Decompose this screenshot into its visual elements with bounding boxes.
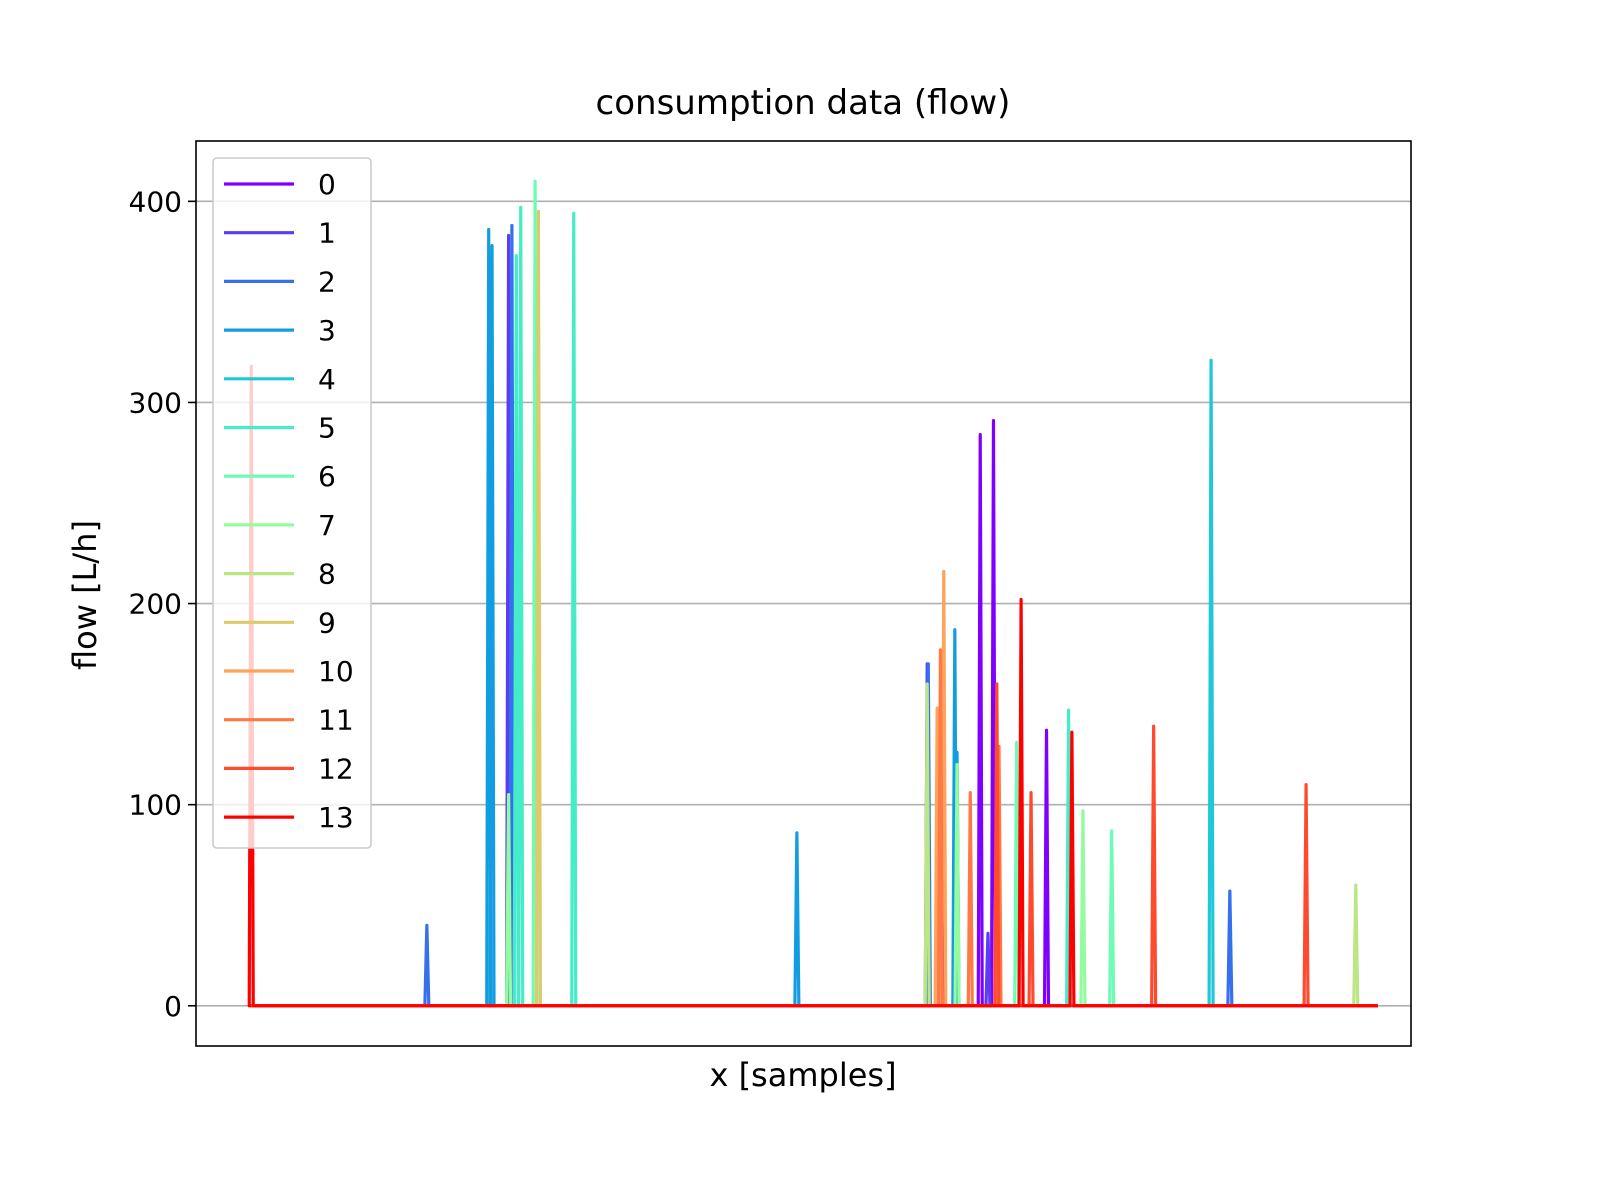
legend-label-9: 9 (318, 606, 336, 639)
legend-label-10: 10 (318, 655, 354, 688)
legend-label-1: 1 (318, 217, 336, 250)
y-tick-label-400: 400 (129, 185, 182, 218)
y-tick-label-300: 300 (129, 386, 182, 419)
y-tick-label-200: 200 (129, 588, 182, 621)
legend-frame (212, 157, 372, 849)
legend-label-3: 3 (318, 314, 336, 347)
y-axis-label: flow [L/h] (66, 520, 104, 670)
legend-label-5: 5 (318, 412, 336, 445)
legend-label-11: 11 (318, 704, 354, 737)
legend-label-2: 2 (318, 265, 336, 298)
y-tick-label-0: 0 (164, 990, 182, 1023)
legend-label-4: 4 (318, 363, 336, 396)
y-tick-label-100: 100 (129, 789, 182, 822)
chart-title: consumption data (flow) (596, 83, 1011, 123)
legend-label-12: 12 (318, 752, 354, 785)
legend-label-7: 7 (318, 509, 336, 542)
x-axis-label: x [samples] (709, 1056, 896, 1094)
series-line-7 (251, 762, 1378, 1008)
legend-label-8: 8 (318, 558, 336, 591)
y-axis-ticks: 0 100 200 300 400 (129, 185, 196, 1023)
legend-label-13: 13 (318, 801, 354, 834)
legend-label-6: 6 (318, 460, 336, 493)
series-line-11 (251, 648, 1378, 1008)
plot-area-frame (195, 140, 1412, 1047)
series-line-6 (251, 179, 1378, 1008)
legend-label-0: 0 (318, 168, 336, 201)
series-lines (247, 179, 1378, 1008)
